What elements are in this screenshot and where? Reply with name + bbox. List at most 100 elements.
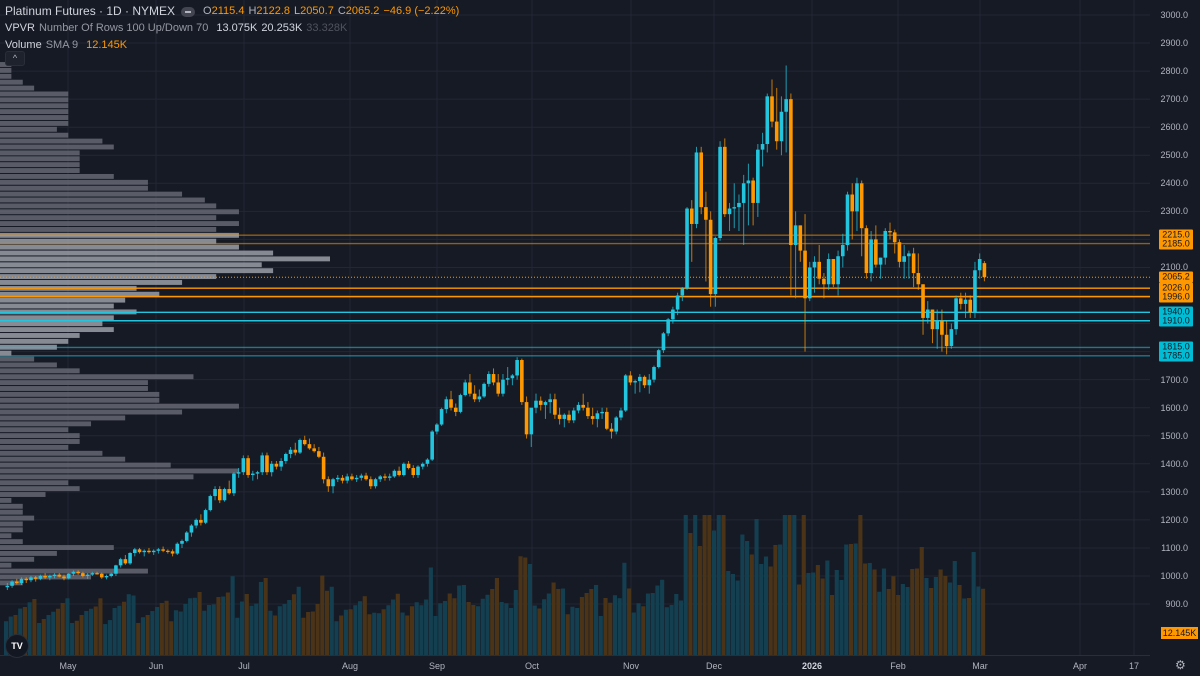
volume-bar [117,605,122,655]
symbol-title[interactable]: Platinum Futures · 1D · NYMEX [5,4,176,18]
candle-body [95,573,99,575]
volume-bar [405,615,410,655]
volume-profile-row [0,185,148,191]
volume-bar [476,606,481,655]
volume-bar [98,598,103,655]
candle-body [704,207,708,220]
collapse-legend-icon[interactable]: ^ [5,51,25,66]
candle-body [99,573,104,578]
volume-profile-row [0,545,114,550]
candle-body [968,299,973,313]
candle-body [850,194,855,212]
volume-bar [749,554,754,655]
volume-row[interactable]: Volume SMA 9 12.145K [5,37,463,54]
candle-body [807,267,812,299]
volume-profile-row [0,439,80,444]
candle-body [109,573,113,576]
candle-body [402,463,406,476]
volume-bar [867,563,872,655]
candle-body [803,250,807,299]
volume-profile-row [0,291,160,297]
volume-bar [46,615,51,655]
candle-body [251,473,255,476]
candle-body [789,99,793,246]
candle-body [798,225,803,251]
hide-indicator-icon[interactable] [181,6,196,17]
candle-body [265,455,269,473]
volume-bar [348,609,353,655]
price-tick: 1300.0 [1160,486,1188,497]
candle-body [647,379,652,386]
volume-bar [509,608,514,655]
candle-body [232,473,236,494]
volume-bar [249,605,254,655]
volume-profile-row [0,97,69,103]
volume-bar [872,569,877,655]
gear-icon[interactable]: ⚙ [1175,658,1186,672]
candle-body [595,413,600,419]
volume-bar [773,545,778,655]
volume-bar [206,605,212,655]
time-label: Jul [238,661,250,671]
volume-bar [70,623,75,655]
volume-profile-row [0,144,114,150]
volume-bar [527,564,533,655]
volume-bar [579,597,584,655]
volume-bar [787,515,792,655]
volume-bar [494,578,499,655]
volume-bar [589,589,594,655]
candle-body [387,476,392,478]
candle-body [156,549,161,551]
tradingview-logo[interactable]: TV [5,634,29,658]
volume-bar [834,570,839,655]
volume-bar [518,556,523,655]
candle-body [869,239,873,274]
volume-profile-row [0,132,69,138]
candle-body [477,396,482,400]
volume-bar [617,598,622,655]
volume-bar [225,592,230,655]
volume-profile-row [0,362,57,368]
vpvr-row[interactable]: VPVR Number Of Rows 100 Up/Down 70 13.07… [5,20,463,37]
volume-bar [707,515,712,655]
volume-profile-row [0,321,103,327]
volume-bar [740,534,745,655]
volume-bar [235,617,240,655]
volume-bar [131,595,136,655]
volume-bar [863,563,868,655]
volume-bar [551,582,556,655]
volume-bar [881,568,887,655]
volume-profile-row [0,492,46,497]
volume-bar [438,603,443,655]
candle-body [463,382,467,396]
volume-profile-row [0,191,183,197]
time-axis[interactable]: May Jun Jul Aug Sep Oct Nov Dec 2026 Feb Mar Apr 17 [0,655,1150,676]
volume-bar [362,596,367,655]
candle-body [661,333,666,351]
candle-body [52,574,57,576]
candle-body [378,476,383,480]
volume-profile-row [0,374,194,380]
volume-bar [74,620,79,655]
volume-bar [400,612,405,655]
time-label: Apr [1072,661,1088,671]
price-axis[interactable]: 3000.0 2900.0 2800.0 2700.0 2600.0 2500.0 2400… [1150,0,1200,655]
volume-name: Volume [5,39,42,51]
time-label: Dec [705,661,723,671]
volume-profile-row [0,562,12,568]
volume-bar [386,605,391,655]
volume-bar [825,560,830,655]
volume-profile-row [0,203,217,209]
volume-bar [523,557,528,655]
volume-bar [622,562,627,655]
candle-body [977,259,982,271]
candle-body [62,576,66,579]
volume-bar [575,608,580,655]
chart-pane[interactable] [0,0,1150,655]
candle-body [671,309,675,320]
volume-profile-row [0,168,80,173]
change-value: −46.9 (−2.22%) [383,5,460,17]
candle-body [510,375,515,379]
volume-profile-row [0,539,23,545]
candle-body [298,439,302,453]
